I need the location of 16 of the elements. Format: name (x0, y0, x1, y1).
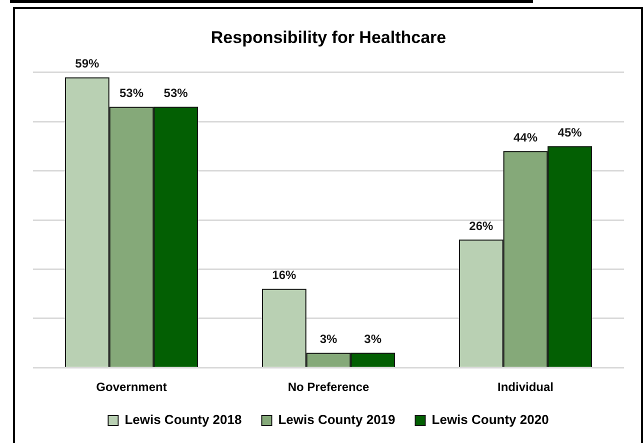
data-label: 3% (364, 332, 382, 346)
x-tick-label: Government (96, 380, 167, 394)
data-label: 53% (164, 86, 188, 100)
x-tick-label: No Preference (288, 380, 370, 394)
legend-label: Lewis County 2018 (124, 412, 242, 428)
data-label: 59% (75, 56, 100, 71)
chart-title: Responsibility for Healthcare (210, 28, 446, 47)
data-label: 45% (558, 126, 582, 140)
data-label: 44% (513, 130, 538, 144)
data-label: 26% (469, 218, 494, 233)
data-label: 16% (272, 268, 297, 282)
data-label: 53% (119, 86, 144, 100)
x-tick-label: Individual (497, 380, 554, 394)
data-label: 3% (320, 332, 338, 346)
legend-label: Lewis County 2019 (278, 412, 396, 428)
legend-label: Lewis County 2020 (432, 412, 549, 428)
